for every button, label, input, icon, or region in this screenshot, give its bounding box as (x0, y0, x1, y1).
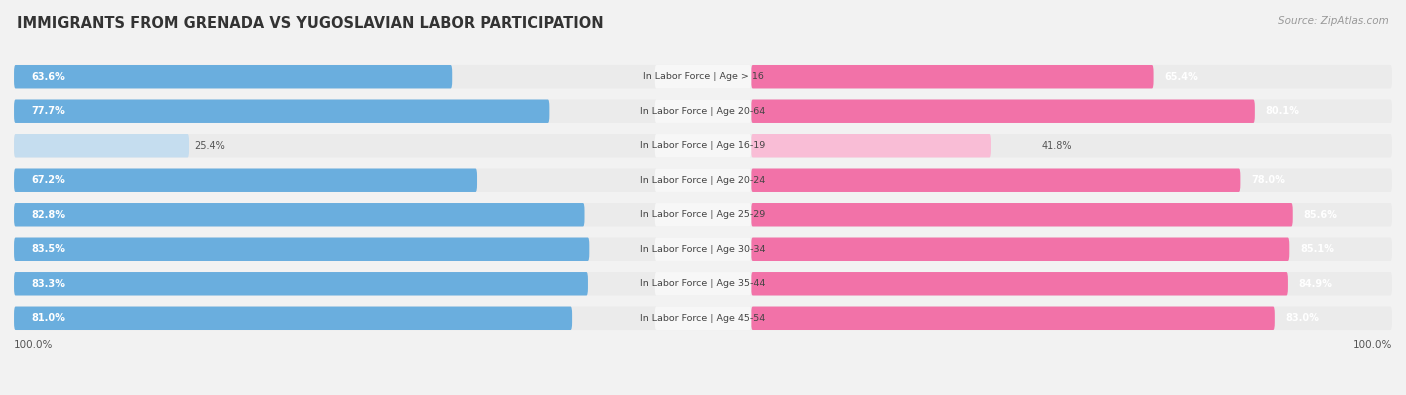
Text: 67.2%: 67.2% (31, 175, 65, 185)
Text: In Labor Force | Age 35-44: In Labor Force | Age 35-44 (640, 279, 766, 288)
Text: 83.0%: 83.0% (1285, 313, 1320, 323)
FancyBboxPatch shape (751, 65, 1153, 88)
Text: 78.0%: 78.0% (1251, 175, 1285, 185)
FancyBboxPatch shape (14, 203, 1392, 226)
FancyBboxPatch shape (655, 100, 751, 123)
Text: In Labor Force | Age 16-19: In Labor Force | Age 16-19 (640, 141, 766, 150)
FancyBboxPatch shape (14, 169, 477, 192)
Text: 83.3%: 83.3% (31, 279, 65, 289)
FancyBboxPatch shape (655, 134, 751, 158)
Text: 63.6%: 63.6% (31, 72, 65, 82)
FancyBboxPatch shape (14, 169, 1392, 192)
FancyBboxPatch shape (655, 169, 751, 192)
FancyBboxPatch shape (751, 134, 991, 158)
FancyBboxPatch shape (655, 203, 751, 226)
Text: 85.1%: 85.1% (1301, 244, 1334, 254)
Text: 65.4%: 65.4% (1164, 72, 1198, 82)
FancyBboxPatch shape (14, 203, 585, 226)
FancyBboxPatch shape (14, 100, 1392, 123)
FancyBboxPatch shape (14, 134, 1392, 158)
FancyBboxPatch shape (14, 272, 588, 295)
FancyBboxPatch shape (751, 272, 1288, 295)
Text: IMMIGRANTS FROM GRENADA VS YUGOSLAVIAN LABOR PARTICIPATION: IMMIGRANTS FROM GRENADA VS YUGOSLAVIAN L… (17, 16, 603, 31)
Text: In Labor Force | Age 30-34: In Labor Force | Age 30-34 (640, 245, 766, 254)
Text: 80.1%: 80.1% (1265, 106, 1299, 116)
Text: 100.0%: 100.0% (1353, 340, 1392, 350)
Text: 77.7%: 77.7% (31, 106, 65, 116)
Text: 84.9%: 84.9% (1299, 279, 1333, 289)
FancyBboxPatch shape (14, 307, 572, 330)
FancyBboxPatch shape (655, 272, 751, 295)
FancyBboxPatch shape (751, 100, 1254, 123)
FancyBboxPatch shape (751, 203, 1292, 226)
Text: 81.0%: 81.0% (31, 313, 65, 323)
FancyBboxPatch shape (14, 307, 1392, 330)
Text: 85.6%: 85.6% (1303, 210, 1337, 220)
Text: In Labor Force | Age > 16: In Labor Force | Age > 16 (643, 72, 763, 81)
FancyBboxPatch shape (14, 65, 453, 88)
Text: 25.4%: 25.4% (194, 141, 225, 151)
FancyBboxPatch shape (655, 65, 751, 88)
Text: Source: ZipAtlas.com: Source: ZipAtlas.com (1278, 16, 1389, 26)
FancyBboxPatch shape (14, 272, 1392, 295)
FancyBboxPatch shape (655, 237, 751, 261)
FancyBboxPatch shape (14, 237, 589, 261)
FancyBboxPatch shape (14, 100, 550, 123)
FancyBboxPatch shape (14, 65, 1392, 88)
FancyBboxPatch shape (14, 237, 1392, 261)
FancyBboxPatch shape (751, 237, 1289, 261)
Text: In Labor Force | Age 20-64: In Labor Force | Age 20-64 (640, 107, 766, 116)
Text: In Labor Force | Age 20-24: In Labor Force | Age 20-24 (640, 176, 766, 185)
Text: 83.5%: 83.5% (31, 244, 65, 254)
Text: In Labor Force | Age 45-54: In Labor Force | Age 45-54 (640, 314, 766, 323)
Text: 100.0%: 100.0% (14, 340, 53, 350)
FancyBboxPatch shape (14, 134, 188, 158)
Text: 82.8%: 82.8% (31, 210, 65, 220)
FancyBboxPatch shape (655, 307, 751, 330)
Text: In Labor Force | Age 25-29: In Labor Force | Age 25-29 (640, 210, 766, 219)
FancyBboxPatch shape (751, 169, 1240, 192)
Text: 41.8%: 41.8% (1042, 141, 1071, 151)
FancyBboxPatch shape (751, 307, 1275, 330)
